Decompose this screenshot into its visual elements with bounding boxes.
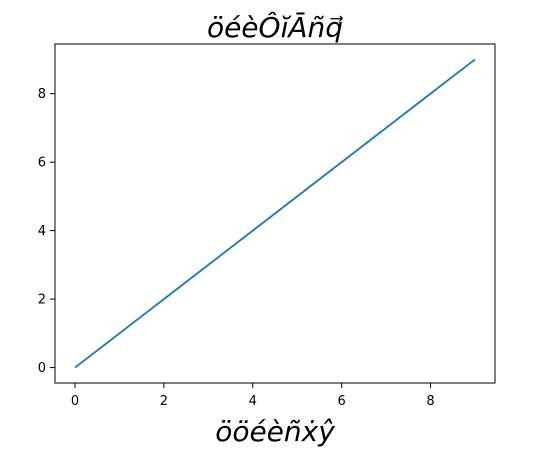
x-tick-label-1: 2 xyxy=(160,394,168,409)
x-axis: 0 2 4 6 8 xyxy=(71,383,435,409)
y-tick-label-0: 0 xyxy=(38,361,46,376)
plot-series xyxy=(74,58,476,369)
series-line-0 xyxy=(74,58,476,369)
y-axis: 0 2 4 6 8 xyxy=(38,87,55,376)
chart-title: öéèÔĭĀñq⃗ xyxy=(207,10,344,44)
y-tick-label-4: 8 xyxy=(38,87,46,102)
y-tick-label-1: 2 xyxy=(38,293,46,308)
x-tick-label-4: 8 xyxy=(426,394,434,409)
y-tick-label-3: 6 xyxy=(38,156,46,171)
y-tick-label-2: 4 xyxy=(38,224,46,239)
x-tick-label-2: 4 xyxy=(249,394,257,409)
x-tick-label-3: 6 xyxy=(338,394,346,409)
x-tick-label-0: 0 xyxy=(71,394,79,409)
x-axis-label: öӧéèñẋŷ xyxy=(215,415,335,448)
